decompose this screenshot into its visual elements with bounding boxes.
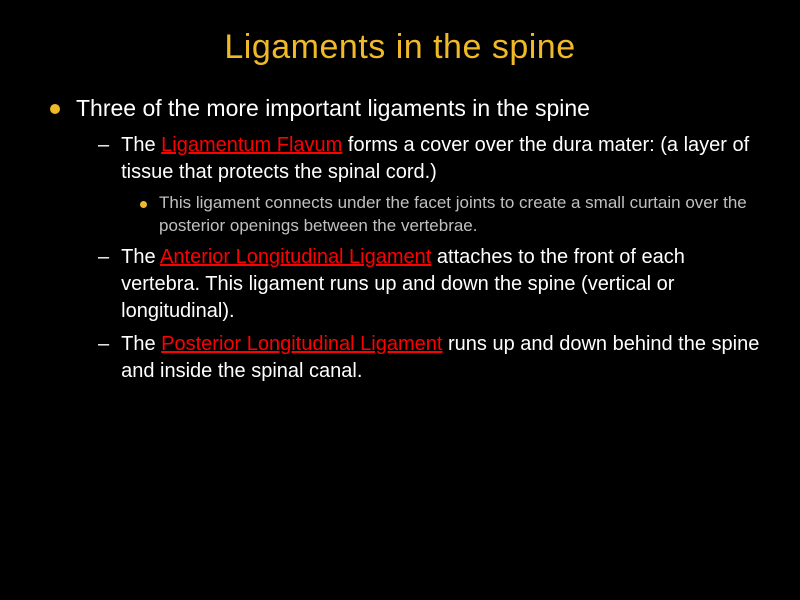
text-prefix: The [121, 134, 161, 156]
bullet-level-1: Three of the more important ligaments in… [50, 93, 760, 124]
bullet-l3-text: This ligament connects under the facet j… [159, 192, 760, 238]
bullet-level-3: This ligament connects under the facet j… [140, 192, 760, 238]
bullet-dot-icon [140, 201, 147, 208]
bullet-l1-text: Three of the more important ligaments in… [76, 93, 590, 124]
slide-title: Ligaments in the spine [40, 28, 760, 67]
highlight-term: Posterior Longitudinal Ligament [161, 333, 442, 355]
bullet-l2-text: The Ligamentum Flavum forms a cover over… [121, 132, 760, 186]
bullet-level-2: – The Posterior Longitudinal Ligament ru… [98, 331, 760, 385]
highlight-term: Anterior Longitudinal Ligament [160, 246, 431, 268]
bullet-level-2: – The Anterior Longitudinal Ligament att… [98, 244, 760, 325]
dash-icon: – [98, 331, 109, 358]
text-prefix: The [121, 333, 161, 355]
dash-icon: – [98, 132, 109, 159]
slide-container: Ligaments in the spine Three of the more… [0, 0, 800, 600]
bullet-dot-icon [50, 104, 60, 114]
bullet-l2-text: The Anterior Longitudinal Ligament attac… [121, 244, 760, 325]
highlight-term: Ligamentum Flavum [161, 134, 342, 156]
text-prefix: The [121, 246, 160, 268]
bullet-level-2: – The Ligamentum Flavum forms a cover ov… [98, 132, 760, 186]
bullet-l2-text: The Posterior Longitudinal Ligament runs… [121, 331, 760, 385]
dash-icon: – [98, 244, 109, 271]
